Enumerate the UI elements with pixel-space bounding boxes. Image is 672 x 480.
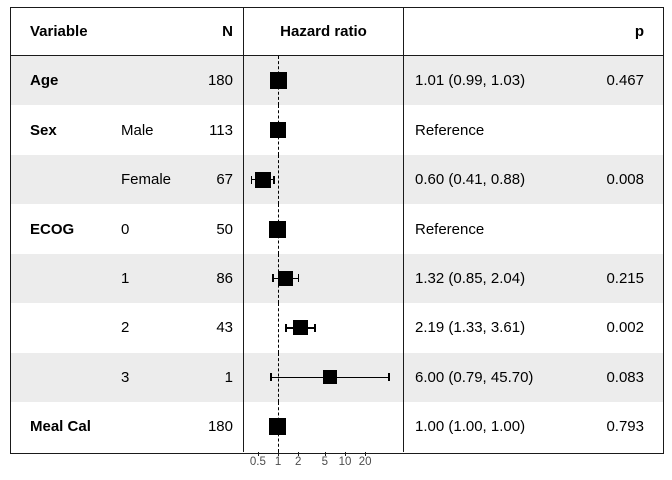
reference-line: [277, 303, 279, 353]
axis-tick: [278, 452, 280, 456]
hazard-plot-cell: [243, 253, 404, 304]
hazard-ratio-axis: 0.5 1 2 5 10 20: [243, 452, 406, 474]
axis-tick-label: 2: [294, 456, 302, 468]
hazard-ratio-marker: [269, 122, 286, 139]
row-estimate-label: Reference: [415, 121, 485, 139]
table-row: 3 1 6.00 (0.79, 45.70) 0.083: [11, 352, 663, 403]
row-n-value: 67: [216, 171, 233, 189]
row-n-value: 180: [207, 418, 233, 436]
row-p-value: 0.008: [606, 171, 644, 189]
table-row: ECOG 0 50 Reference: [11, 204, 663, 254]
row-n-value: 50: [216, 220, 233, 238]
row-estimate-label: 1.32 (0.85, 2.04): [415, 269, 526, 287]
row-variable-label: Age: [30, 72, 59, 90]
row-n-value: 1: [224, 368, 233, 386]
hazard-plot-cell: [243, 204, 404, 254]
axis-tick-label: 0.5: [249, 456, 266, 468]
axis-tick-label: 1: [274, 456, 282, 468]
header-hazard-ratio: Hazard ratio: [243, 8, 404, 55]
row-p-value: 0.467: [606, 72, 644, 90]
table-row: Sex Male 113 Reference: [11, 105, 663, 155]
hazard-ratio-marker: [293, 320, 309, 336]
row-variable-label: Sex: [30, 121, 57, 139]
hazard-plot-cell: [243, 303, 404, 353]
row-n-value: 180: [207, 72, 233, 90]
row-estimate-label: 6.00 (0.79, 45.70): [415, 368, 534, 386]
row-estimate-label: Reference: [415, 220, 485, 238]
table-row: Meal Cal 180 1.00 (1.00, 1.00) 0.793: [11, 402, 663, 452]
row-p-value: 0.215: [606, 269, 644, 287]
axis-tick: [298, 452, 300, 456]
row-level-label: 0: [121, 220, 130, 238]
axis-tick-label: 10: [338, 456, 352, 468]
ci-cap: [314, 323, 316, 332]
row-p-value: 0.793: [606, 418, 644, 436]
table-row: 1 86 1.32 (0.85, 2.04) 0.215: [11, 253, 663, 304]
row-level-label: 1: [121, 269, 130, 287]
ci-cap: [272, 274, 274, 283]
ci-cap: [388, 373, 390, 382]
hazard-plot-cell: [243, 402, 404, 452]
header-n: N: [222, 23, 233, 40]
row-estimate-label: 1.01 (0.99, 1.03): [415, 72, 526, 90]
hazard-ratio-marker: [278, 270, 294, 286]
axis-tick-label: 20: [358, 456, 372, 468]
forest-plot-table: Variable N Hazard ratio p Age 180 1.01 (0.…: [10, 7, 664, 454]
ci-cap: [273, 175, 275, 184]
table-row: Female 67 0.60 (0.41, 0.88) 0.008: [11, 154, 663, 205]
header-variable: Variable: [30, 23, 88, 40]
row-level-label: 2: [121, 319, 130, 337]
ci-cap: [270, 373, 272, 382]
row-estimate-label: 1.00 (1.00, 1.00): [415, 418, 526, 436]
axis-tick: [324, 452, 327, 456]
hazard-plot-cell: [243, 352, 404, 403]
row-level-label: Male: [121, 121, 154, 139]
ci-cap: [285, 323, 287, 332]
hazard-ratio-marker: [269, 418, 287, 436]
hazard-ratio-marker: [269, 220, 287, 238]
hazard-ratio-marker: [254, 171, 271, 188]
row-level-label: Female: [121, 171, 172, 189]
rows-container: Age 180 1.01 (0.99, 1.03) 0.467 Sex Male 113 Re…: [11, 56, 663, 452]
row-estimate-label: 2.19 (1.33, 3.61): [415, 319, 526, 337]
table-row: Age 180 1.01 (0.99, 1.03) 0.467: [11, 56, 663, 106]
axis-tick: [365, 452, 367, 456]
row-p-value: 0.002: [606, 319, 644, 337]
row-n-value: 86: [216, 269, 233, 287]
row-variable-label: Meal Cal: [30, 418, 91, 436]
axis-tick: [257, 452, 260, 456]
row-estimate-label: 0.60 (0.41, 0.88): [415, 171, 526, 189]
ci-cap: [251, 175, 253, 184]
row-p-value: 0.083: [606, 368, 644, 386]
row-level-label: 3: [121, 368, 130, 386]
hazard-plot-cell: [243, 56, 404, 106]
table-header-row: Variable N Hazard ratio p: [11, 8, 663, 56]
ci-cap: [297, 274, 300, 283]
header-p: p: [634, 23, 644, 40]
axis-tick: [345, 452, 347, 456]
hazard-ratio-marker: [322, 370, 337, 385]
row-variable-label: ECOG: [30, 220, 75, 238]
row-n-value: 43: [216, 319, 233, 337]
hazard-plot-cell: [243, 105, 404, 155]
reference-line: [277, 154, 279, 205]
axis-tick-label: 5: [321, 456, 329, 468]
header-hazard-ratio-label: Hazard ratio: [280, 23, 367, 40]
row-n-value: 113: [209, 121, 233, 139]
table-row: 2 43 2.19 (1.33, 3.61) 0.002: [11, 303, 663, 353]
hazard-plot-cell: [243, 154, 404, 205]
hazard-ratio-marker: [269, 72, 287, 90]
